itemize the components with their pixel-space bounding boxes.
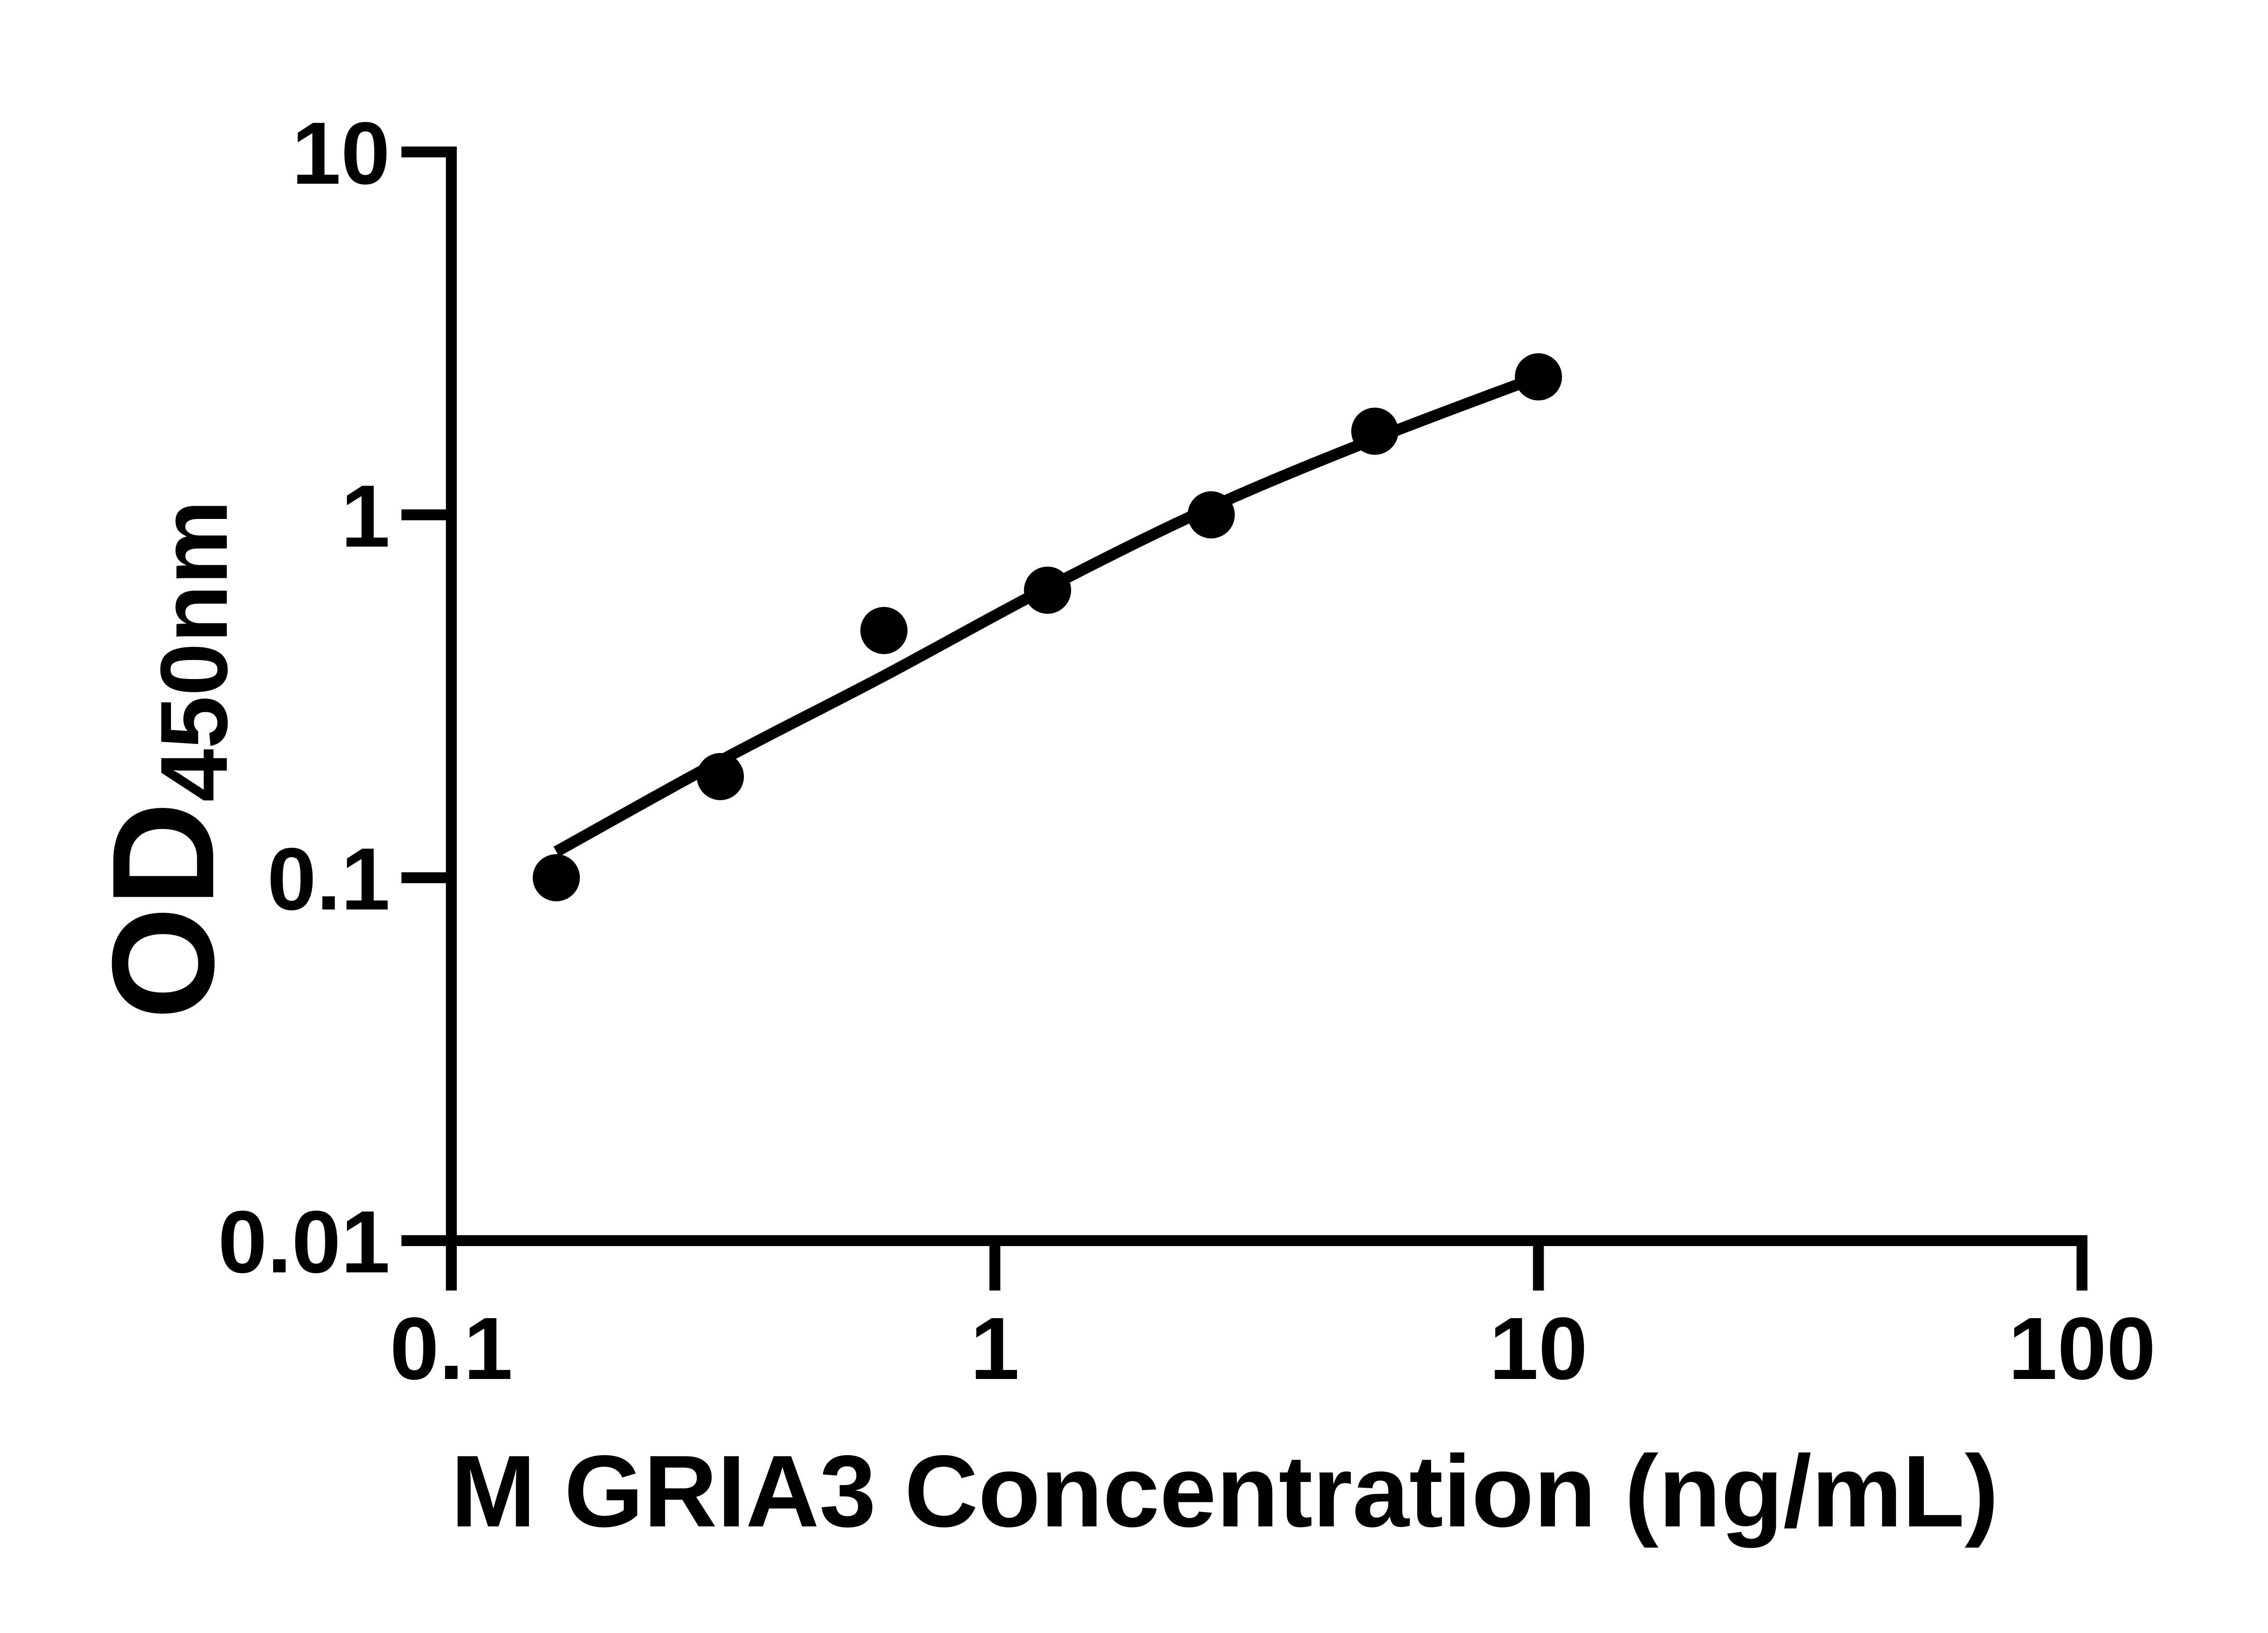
x-tick-label: 1 [970,1299,1019,1398]
y-tick-label: 1 [341,467,390,566]
x-tick-label: 100 [2008,1299,2156,1398]
y-axis-title-main: OD [82,802,244,1020]
y-tick-label: 0.01 [218,1193,390,1291]
axes-layer [446,147,2087,1291]
y-axis-title-subscript: 450nm [141,500,247,802]
plot-layer [533,353,1562,901]
data-point-marker [860,607,908,654]
data-point-marker [533,854,580,901]
data-point-marker [697,753,744,800]
data-point-marker [1024,567,1071,614]
data-point-marker [1188,491,1235,538]
x-tick-label: 0.1 [390,1299,513,1398]
data-point-marker [1351,407,1398,455]
x-tick-label: 10 [1489,1299,1588,1398]
y-tick-label: 0.1 [267,830,390,929]
y-axis-title: OD450nm [82,500,247,1019]
y-tick-label: 10 [292,104,390,203]
x-axis-title: M GRIA3 Concentration (ng/mL) [451,1434,1999,1548]
tick-layer [401,147,2087,1291]
data-point-marker [1515,353,1562,401]
